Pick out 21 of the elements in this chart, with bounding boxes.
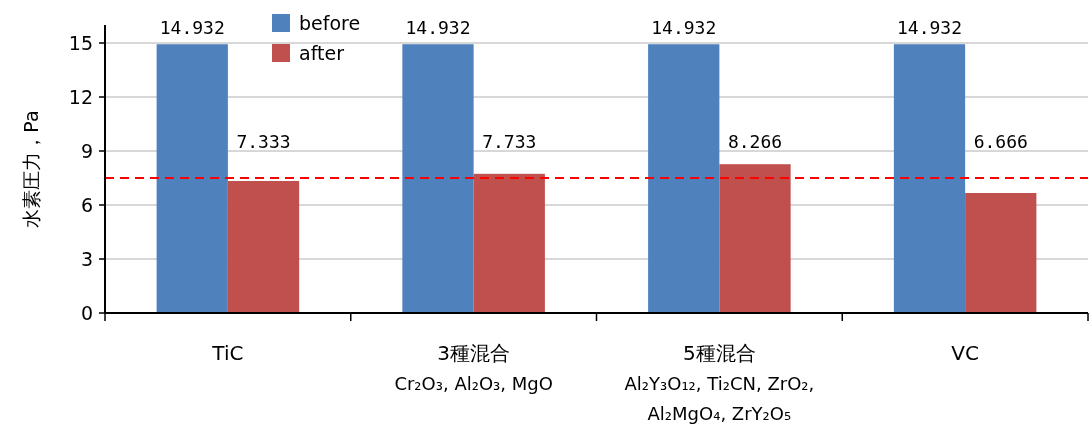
data-label: 8.266 [727, 131, 783, 152]
data-label: 7.733 [482, 131, 537, 152]
data-label: 7.333 [236, 131, 291, 152]
legend-label: before [299, 12, 361, 34]
data-label: 14.932 [651, 17, 717, 39]
x-tick-label: 3種混合 Cr₂O₃, Al₂O₃, MgO [394, 341, 553, 394]
legend-label: after [299, 42, 345, 64]
data-label: 14.932 [159, 17, 225, 39]
data-label: 14.932 [896, 17, 963, 39]
x-tick-label: VC [951, 341, 979, 365]
x-tick-label: TiC [211, 341, 244, 365]
y-tick-label: 9 [80, 140, 93, 162]
y-tick-label: 12 [68, 86, 93, 108]
data-label: 6.666 [973, 131, 1028, 152]
y-tick-label: 6 [80, 194, 93, 216]
y-axis-title: 水素圧力，Pa [20, 110, 42, 228]
x-tick-label: 5種混合 Al₂Y₃O₁₂, Ti₂CN, ZrO₂, Al₂MgO₄, ZrY₂O₅ [624, 341, 815, 424]
data-label: 14.932 [405, 17, 471, 39]
y-tick-label: 0 [80, 302, 93, 324]
y-tick-label: 15 [68, 32, 93, 54]
y-tick-label: 3 [80, 248, 93, 270]
